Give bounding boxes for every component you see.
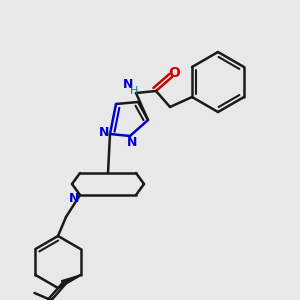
Polygon shape [61,275,80,285]
Text: O: O [168,66,180,80]
Text: N: N [123,79,133,92]
Text: H: H [130,86,138,96]
Text: N: N [69,193,79,206]
Text: N: N [127,136,137,148]
Text: N: N [99,125,109,139]
